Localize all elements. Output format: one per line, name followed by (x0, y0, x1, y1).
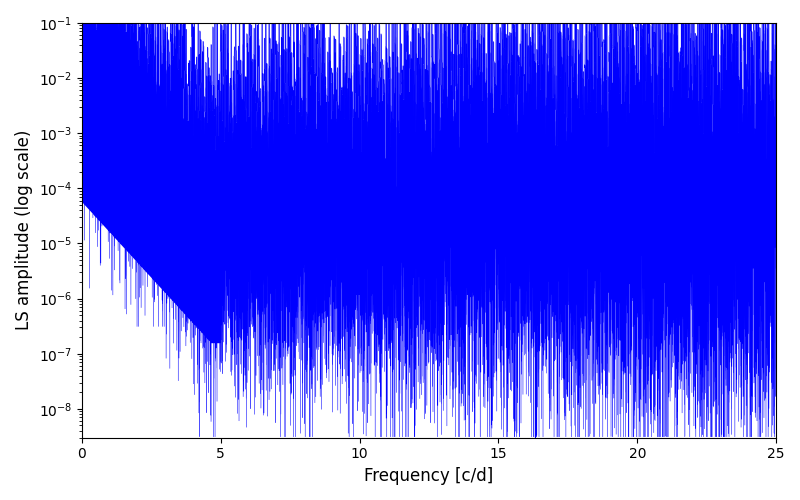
X-axis label: Frequency [c/d]: Frequency [c/d] (364, 467, 494, 485)
Y-axis label: LS amplitude (log scale): LS amplitude (log scale) (15, 130, 33, 330)
